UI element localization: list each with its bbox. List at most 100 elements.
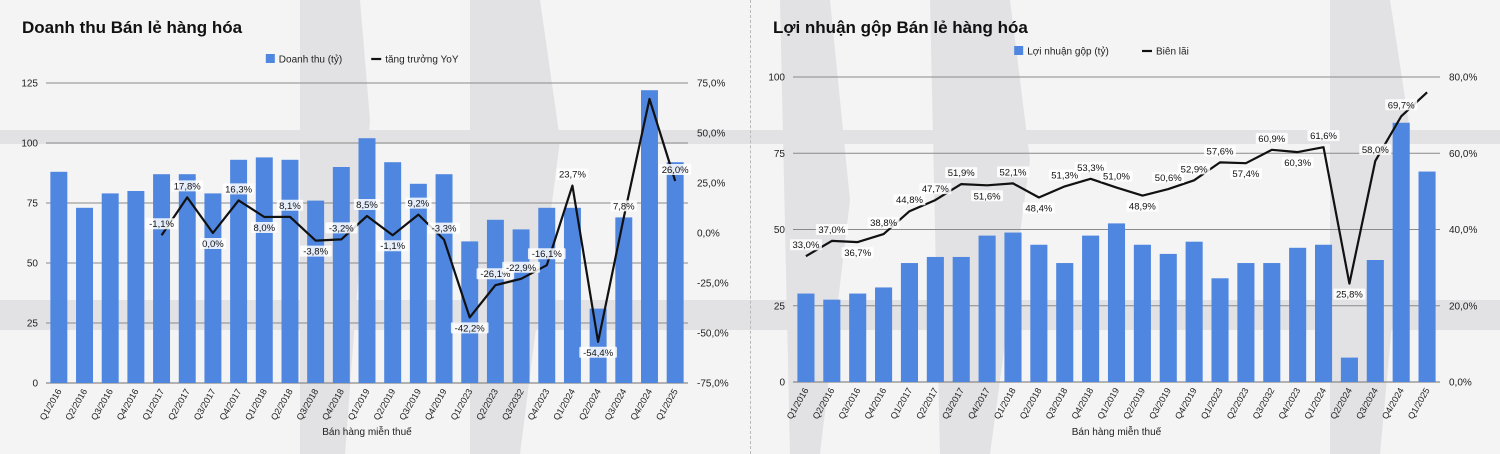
x-tick-label: Q1/2024 [1302, 386, 1328, 421]
bar [1056, 263, 1074, 382]
y-tick-label: 25 [774, 301, 786, 312]
data-label: 51,9% [948, 168, 975, 179]
data-label-bg [1255, 132, 1288, 144]
bar [1340, 357, 1358, 382]
bar [153, 174, 171, 383]
gross-profit-chart: 0 25 50 75 100 0,0% 20,0% 40,0% 60,0% 80,0% 33,0% 3… [768, 46, 1477, 439]
bar [1107, 223, 1126, 382]
bar [127, 191, 145, 383]
data-label-bg [919, 183, 952, 195]
bar [435, 174, 453, 383]
bar [615, 217, 633, 383]
x-tick-label: Q3/2016 [837, 386, 863, 421]
bar [178, 174, 196, 383]
data-label-bg [299, 245, 332, 257]
series-line [160, 97, 677, 343]
bar [589, 308, 607, 383]
data-label: 61,6% [1310, 131, 1337, 142]
y2-tick-label: 20,0% [1449, 301, 1477, 312]
x-tick-label: Q1/2017 [888, 386, 914, 421]
legend-label: Lợi nhuận gộp (tỷ) [1027, 46, 1109, 58]
data-label-bg [1204, 145, 1237, 157]
y2-tick-label: 50,0% [697, 129, 725, 140]
data-label: 53,3% [1077, 163, 1104, 174]
data-label-bg [1022, 202, 1055, 214]
bar [101, 193, 119, 383]
data-label: 44,8% [896, 195, 923, 206]
x-tick-label: Q2/2018 [1018, 386, 1044, 421]
data-label-bg [1307, 130, 1340, 142]
data-label-bg [450, 322, 489, 334]
x-axis-title: Bán hàng miễn thuế [322, 425, 412, 438]
x-tick-label: Q1/2019 [1095, 386, 1121, 421]
bar [512, 229, 530, 383]
bar [797, 293, 815, 382]
x-tick-label: Q2/2016 [811, 386, 837, 421]
x-tick-label: Q3/2032 [500, 387, 526, 422]
x-tick-label: Q2/2018 [269, 387, 295, 422]
bar [641, 90, 658, 383]
chart-title: Doanh thu Bán lẻ hàng hóa [22, 18, 243, 37]
data-label: 69,7% [1388, 100, 1415, 111]
bar [1211, 278, 1229, 382]
data-label: 9,2% [408, 199, 430, 210]
x-tick-label: Q4/2018 [320, 387, 346, 422]
data-label-bg [405, 197, 432, 209]
bar [281, 159, 299, 383]
data-label-bg [527, 248, 566, 260]
data-label: 8,1% [279, 201, 301, 212]
data-label: 47,7% [922, 184, 949, 195]
bar [332, 167, 350, 383]
bar [1289, 247, 1307, 382]
x-tick-label: Q2/2017 [914, 386, 940, 421]
data-label-bg [1126, 200, 1159, 212]
bar [538, 207, 556, 383]
data-label-bg [659, 164, 692, 175]
bar [926, 256, 944, 382]
x-tick-label: Q4/2024 [1380, 386, 1406, 421]
series-line [805, 91, 1428, 285]
x-tick-label: Q3/2016 [89, 387, 115, 422]
data-label: 60,9% [1258, 134, 1285, 145]
data-label-bg [502, 261, 540, 273]
data-label: 57,6% [1207, 146, 1234, 157]
bar [1366, 260, 1384, 382]
x-tick-label: Q2/2023 [474, 387, 500, 422]
bar [1185, 241, 1203, 382]
x-tick-label: Q4/2023 [526, 387, 552, 422]
x-tick-label: Q1/2023 [1199, 386, 1225, 421]
x-tick-label: Q2/2023 [1225, 386, 1251, 421]
data-label-bg [325, 222, 358, 234]
data-label-bg [996, 166, 1029, 178]
x-tick-label: Q1/2016 [785, 386, 811, 421]
data-label: 51,3% [1051, 170, 1078, 181]
revenue-chart-panel: Doanh thu Bán lẻ hàng hóa 0 25 50 75 100 125 -… [21, 18, 729, 438]
y2-tick-label: 60,0% [1449, 149, 1477, 160]
data-label: -3,2% [329, 223, 354, 234]
data-label-bg [945, 167, 978, 179]
data-label-bg [251, 222, 278, 233]
data-label: 37,0% [818, 225, 845, 236]
data-label: -54,4% [583, 348, 614, 359]
x-tick-label: Q2/2016 [63, 387, 89, 422]
x-tick-label: Q4/2017 [217, 387, 243, 422]
y2-tick-label: -25,0% [697, 279, 729, 290]
x-tick-label: Q2/2024 [1328, 386, 1354, 421]
x-axis-title: Bán hàng miễn thuế [1072, 425, 1162, 438]
y2-tick-label: 0,0% [1449, 378, 1472, 389]
bar [1237, 263, 1255, 382]
bar [76, 207, 93, 383]
legend-label: Doanh thu (tỷ) [279, 54, 342, 66]
y2-tick-label: 75,0% [697, 79, 725, 90]
data-label: -16,1% [532, 249, 563, 260]
data-label-bg [1385, 99, 1418, 111]
data-label-bg [815, 223, 848, 235]
bar [486, 219, 504, 383]
data-label-bg [199, 238, 227, 249]
bar [849, 293, 867, 382]
x-tick-label: Q3/2032 [1251, 386, 1277, 421]
data-label-bg [1048, 169, 1081, 181]
data-label-bg [1229, 168, 1262, 180]
y2-tick-label: -50,0% [697, 329, 729, 340]
data-label: 26,0% [662, 165, 689, 176]
